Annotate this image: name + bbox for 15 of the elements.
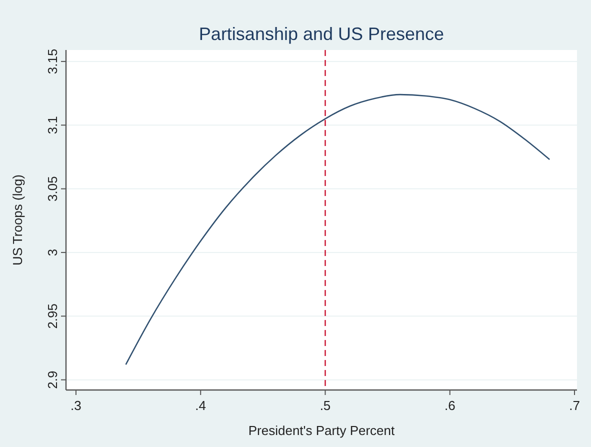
x-tick-label: .3 [70, 398, 82, 413]
y-tick-label: 3.15 [45, 48, 60, 74]
y-tick-label: 3.1 [45, 116, 60, 134]
y-tick-label: 3 [45, 248, 60, 256]
x-tick-label: .6 [444, 398, 456, 413]
chart-title: Partisanship and US Presence [198, 24, 444, 44]
y-tick-label: 2.9 [45, 370, 60, 389]
y-axis-title: US Troops (log) [10, 174, 25, 266]
x-tick-label: .4 [195, 398, 206, 413]
line-series [125, 94, 550, 366]
y-tick-label: 2.95 [45, 303, 60, 329]
y-tick-label: 3.05 [45, 176, 60, 202]
x-tick-label: .7 [569, 398, 580, 413]
x-axis-title: President's Party Percent [248, 423, 396, 438]
x-tick-label: .5 [320, 398, 331, 413]
